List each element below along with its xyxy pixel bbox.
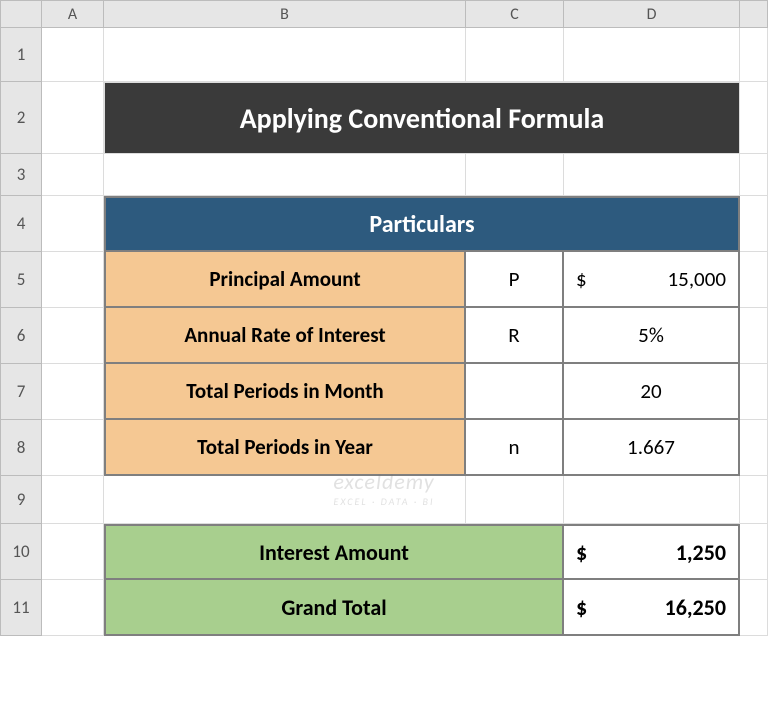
cell-A11[interactable] [42,580,104,636]
column-header-row: A B C D [0,0,768,28]
cell-E8[interactable] [740,420,768,476]
value-rate[interactable]: 5% [564,308,740,364]
label-months[interactable]: Total Periods in Month [104,364,466,420]
cell-A2[interactable] [42,82,104,154]
cell-A7[interactable] [42,364,104,420]
value-interest-amount[interactable]: $ 1,250 [564,524,740,580]
label-grand-total[interactable]: Grand Total [104,580,564,636]
value-grand-total[interactable]: $ 16,250 [564,580,740,636]
row-header-4[interactable]: 4 [0,196,42,252]
currency-symbol: $ [576,594,587,621]
cell-B9[interactable] [104,476,466,524]
currency-value: 16,250 [665,594,726,621]
value-months[interactable]: 20 [564,364,740,420]
cell-A10[interactable] [42,524,104,580]
row-header-11[interactable]: 11 [0,580,42,636]
row-header-col: 1 2 3 4 5 6 7 8 9 10 11 [0,28,42,636]
cell-E4[interactable] [740,196,768,252]
row-header-3[interactable]: 3 [0,154,42,196]
cell-A1[interactable] [42,28,104,82]
cell-E7[interactable] [740,364,768,420]
cell-A6[interactable] [42,308,104,364]
cell-C9[interactable] [466,476,564,524]
cell-C1[interactable] [466,28,564,82]
row-header-8[interactable]: 8 [0,420,42,476]
label-years[interactable]: Total Periods in Year [104,420,466,476]
row-header-10[interactable]: 10 [0,524,42,580]
cell-C3[interactable] [466,154,564,196]
cell-E6[interactable] [740,308,768,364]
value-principal[interactable]: $ 15,000 [564,252,740,308]
cell-E9[interactable] [740,476,768,524]
page-title[interactable]: Applying Conventional Formula [104,82,740,154]
cell-A9[interactable] [42,476,104,524]
label-rate[interactable]: Annual Rate of Interest [104,308,466,364]
symbol-months[interactable] [466,364,564,420]
row-header-6[interactable]: 6 [0,308,42,364]
row-header-7[interactable]: 7 [0,364,42,420]
currency-value: 1,250 [676,539,726,566]
symbol-years[interactable]: n [466,420,564,476]
cell-B3[interactable] [104,154,466,196]
row-header-2[interactable]: 2 [0,82,42,154]
cell-D3[interactable] [564,154,740,196]
cell-A5[interactable] [42,252,104,308]
symbol-principal[interactable]: P [466,252,564,308]
cell-grid: Applying Conventional Formula Particular… [42,28,768,636]
label-principal[interactable]: Principal Amount [104,252,466,308]
symbol-rate[interactable]: R [466,308,564,364]
currency-symbol: $ [576,266,587,292]
row-header-9[interactable]: 9 [0,476,42,524]
col-header-B[interactable]: B [104,0,466,28]
cell-E5[interactable] [740,252,768,308]
cell-A3[interactable] [42,154,104,196]
col-header-C[interactable]: C [466,0,564,28]
value-years[interactable]: 1.667 [564,420,740,476]
cell-E2[interactable] [740,82,768,154]
cell-B1[interactable] [104,28,466,82]
cell-D9[interactable] [564,476,740,524]
cell-D1[interactable] [564,28,740,82]
label-interest-amount[interactable]: Interest Amount [104,524,564,580]
currency-symbol: $ [576,539,587,566]
spreadsheet: A B C D 1 2 3 4 5 6 7 8 9 10 11 Applying… [0,0,768,717]
particulars-header[interactable]: Particulars [104,196,740,252]
cell-E1[interactable] [740,28,768,82]
row-header-5[interactable]: 5 [0,252,42,308]
currency-value: 15,000 [668,266,726,292]
select-all-corner[interactable] [0,0,42,28]
cell-E10[interactable] [740,524,768,580]
row-header-1[interactable]: 1 [0,28,42,82]
col-header-D[interactable]: D [564,0,740,28]
col-header-next[interactable] [740,0,768,28]
col-header-A[interactable]: A [42,0,104,28]
cell-E11[interactable] [740,580,768,636]
cell-A4[interactable] [42,196,104,252]
cell-E3[interactable] [740,154,768,196]
cell-A8[interactable] [42,420,104,476]
